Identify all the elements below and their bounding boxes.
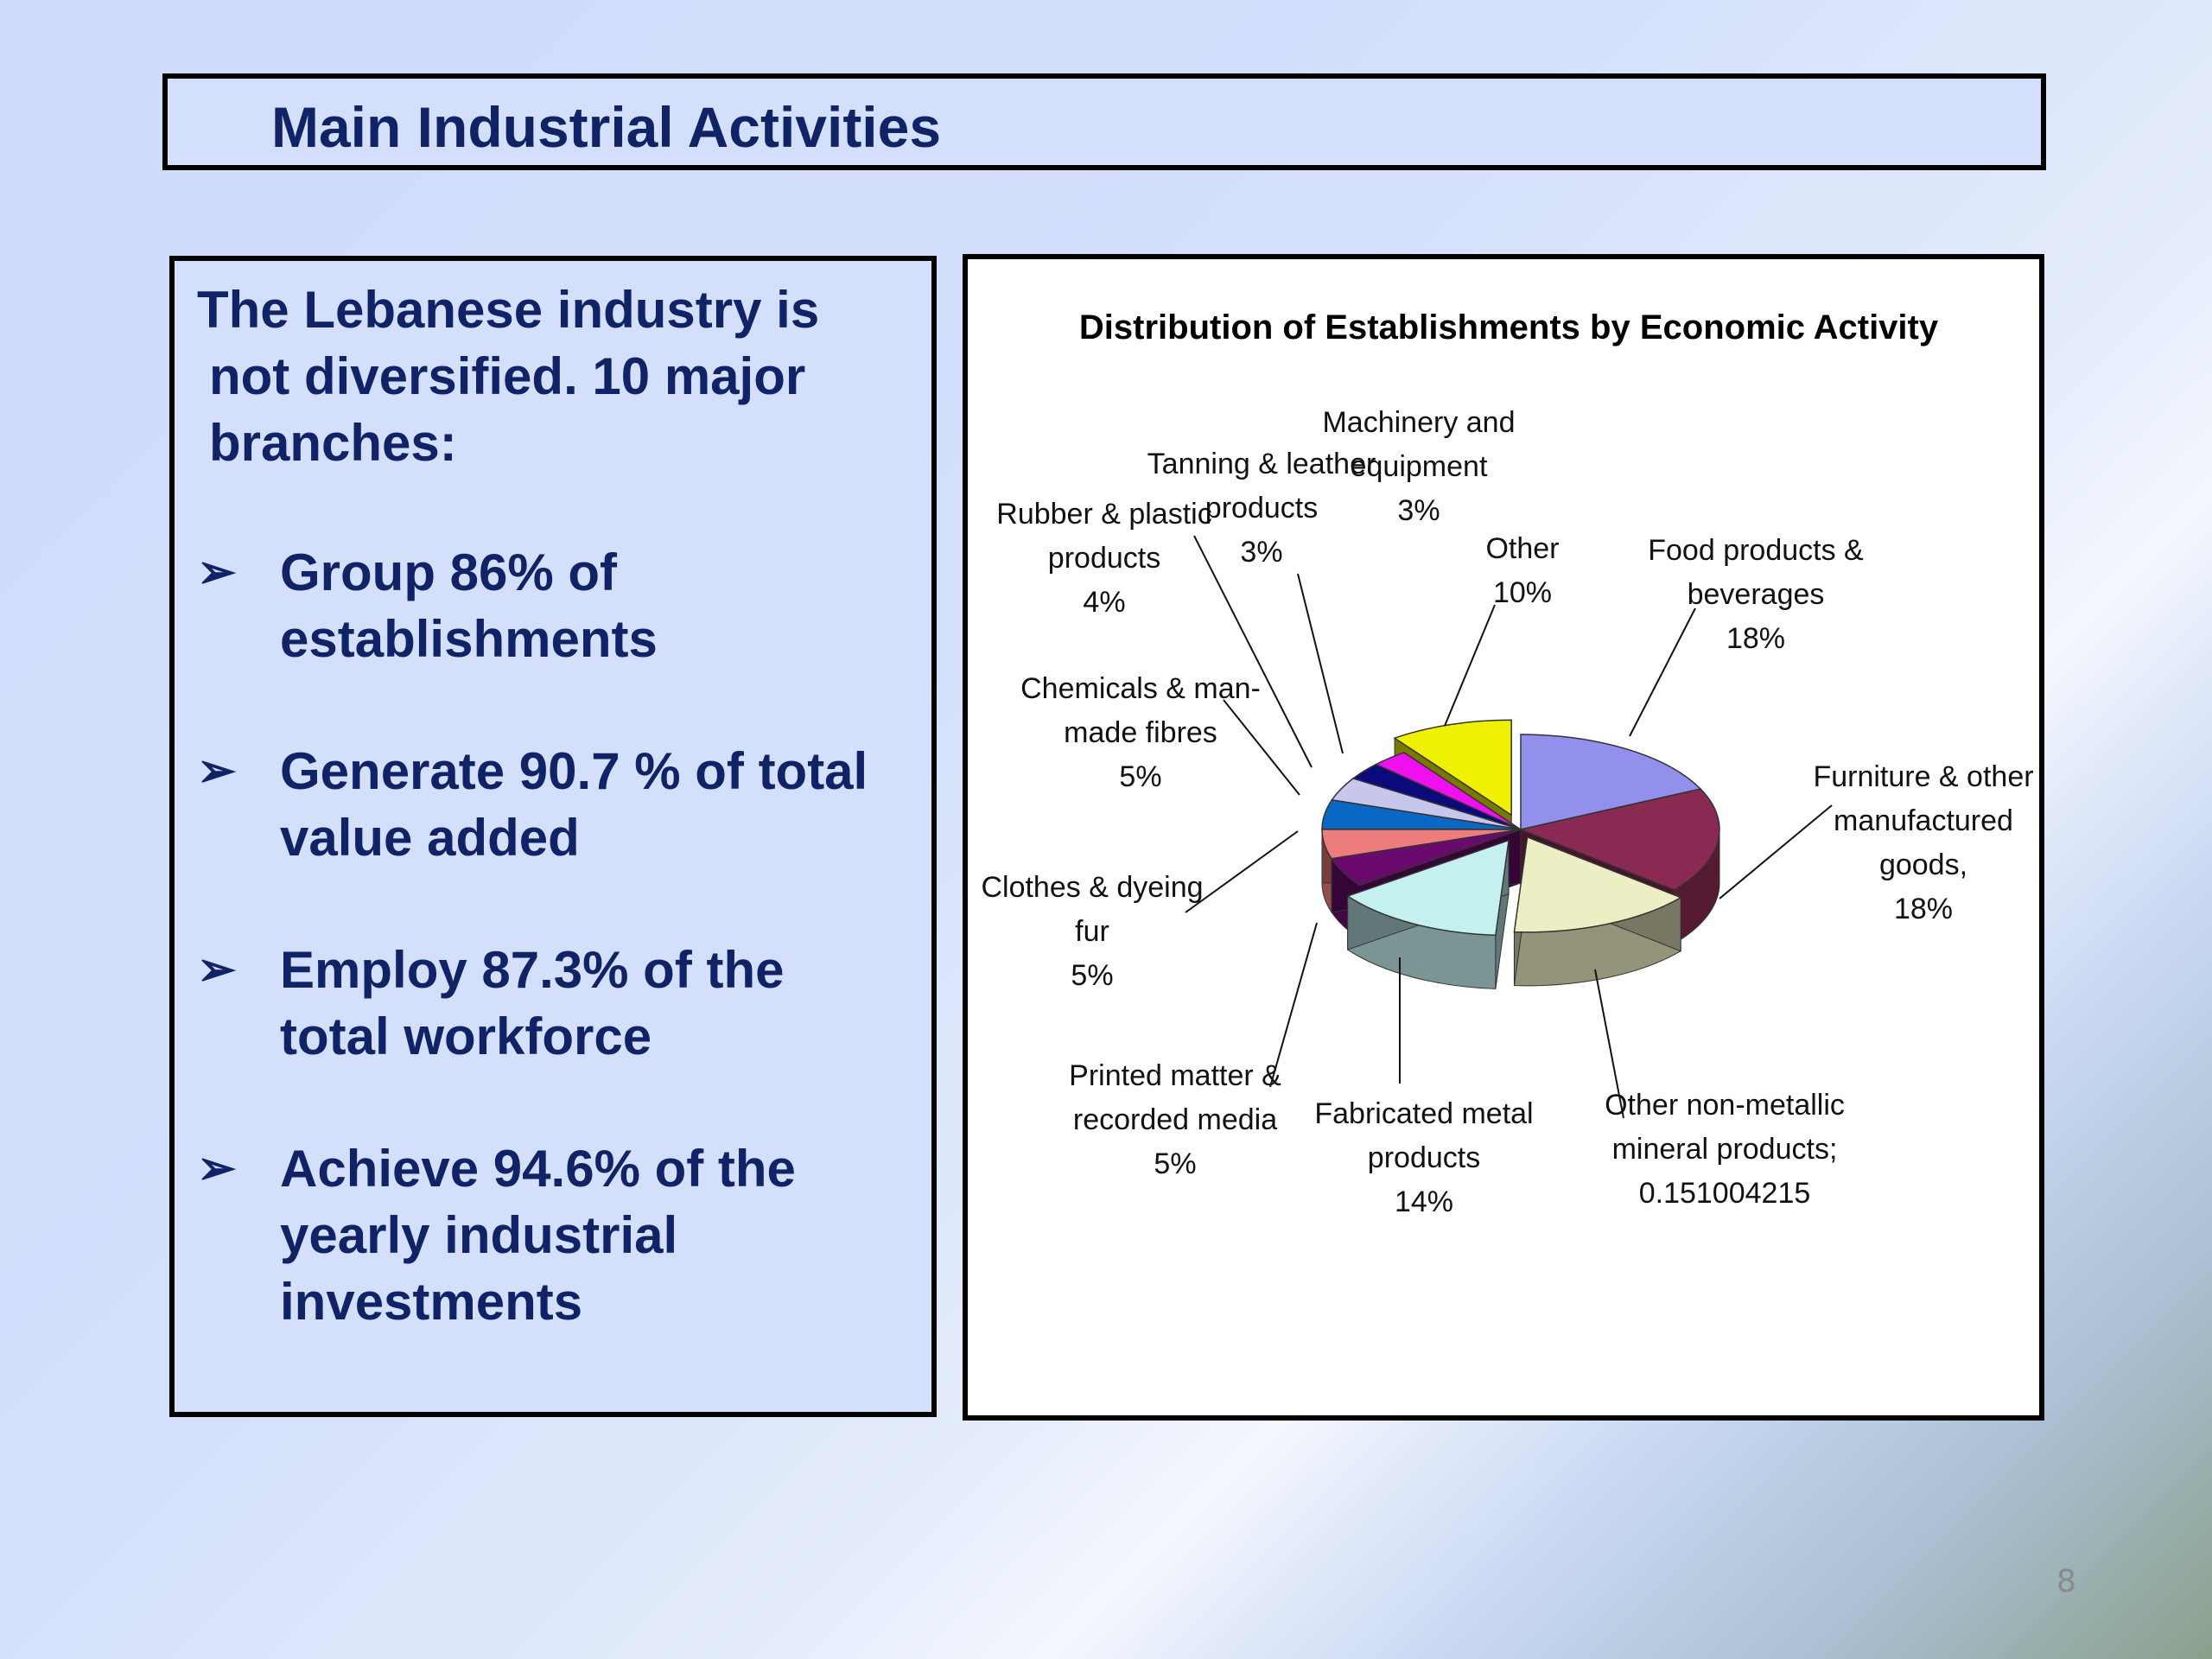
- slice-label: Furniture & other manufactured goods, 18%: [1719, 760, 2034, 925]
- bullet-line: total workforce: [280, 1007, 652, 1065]
- slice-label-text: Other non-metallic mineral products; 0.151…: [1605, 1089, 1845, 1210]
- slice-label: Fabricated metal products 14%: [1314, 957, 1534, 1218]
- pie-chart: Distribution of Establishments by Econom…: [981, 308, 2034, 1218]
- bullet-line: investments: [280, 1273, 583, 1331]
- leader-line: [1185, 830, 1299, 913]
- slice-label-line: Furniture & other: [1813, 760, 2033, 793]
- slice-label: Other 10%: [1444, 532, 1560, 727]
- slice-label-line: 3%: [1397, 494, 1440, 527]
- bullet-line: Generate 90.7 % of total: [280, 742, 868, 800]
- slice-label: Food products & beverages 18%: [1629, 534, 1864, 737]
- arrow-bullet-icon: ➢: [197, 745, 237, 797]
- slice-label-line: Printed matter &: [1069, 1059, 1281, 1092]
- slice-label-line: 5%: [1119, 760, 1161, 793]
- slice-label: Other non-metallic mineral products; 0.151…: [1594, 969, 1845, 1210]
- slide-title-box: Main Industrial Activities: [162, 73, 2046, 170]
- pie-slice: [1513, 836, 1682, 987]
- slice-label-text: Furniture & other manufactured goods, 18%: [1813, 760, 2033, 925]
- page-number: 8: [2056, 1564, 2076, 1599]
- slice-label-text: Other 10%: [1485, 532, 1559, 609]
- leader-line: [1444, 604, 1496, 727]
- leader-line: [1594, 969, 1624, 1119]
- slice-label-line: 3%: [1240, 536, 1282, 569]
- arrow-bullet-icon: ➢: [197, 944, 237, 995]
- slice-label-line: 10%: [1493, 576, 1552, 609]
- slice-label: Machinery and equipment 3%: [1322, 406, 1515, 527]
- slice-label-line: fur: [1075, 915, 1109, 948]
- bullet-line: establishments: [280, 610, 658, 668]
- slice-label-line: manufactured: [1834, 804, 2013, 837]
- arrow-bullet-icon: ➢: [197, 1142, 237, 1194]
- leader-line: [1193, 535, 1313, 768]
- slice-label-line: goods,: [1879, 849, 1967, 881]
- intro-text: The Lebanese industry is not diversified…: [197, 276, 923, 476]
- slice-label-text: Chemicals & man-made fibres 5%: [1020, 672, 1261, 793]
- slide-title: Main Industrial Activities: [271, 95, 942, 159]
- intro-line: not diversified. 10 major: [209, 347, 806, 405]
- leader-line: [1719, 804, 1833, 899]
- pie-slice: [1346, 839, 1510, 989]
- slice-label: Chemicals & man-made fibres 5%: [1020, 672, 1300, 796]
- bullet-line: yearly industrial: [280, 1206, 678, 1264]
- slice-label-line: Food products &: [1648, 534, 1864, 567]
- slice-label-text: Tanning & leather products 3%: [1147, 448, 1376, 569]
- slice-label-line: Fabricated metal: [1314, 1097, 1533, 1130]
- intro-line: branches:: [209, 414, 457, 472]
- slice-label-text: Food products & beverages 18%: [1648, 534, 1864, 655]
- slice-label: Tanning & leather products 3%: [1147, 448, 1376, 754]
- slice-label-line: Tanning & leather: [1147, 448, 1376, 480]
- slice-label-line: equipment: [1351, 450, 1488, 483]
- slice-label: Printed matter & recorded media 5%: [1069, 922, 1318, 1180]
- slice-label-line: products: [1048, 542, 1160, 575]
- slice-label-line: 5%: [1071, 959, 1113, 992]
- slice-label-line: Chemicals & man-: [1020, 672, 1261, 705]
- slice-label: Clothes & dyeing fur 5%: [981, 830, 1299, 992]
- pie-chart-box: Distribution of Establishments by Econom…: [963, 254, 2044, 1421]
- bullet-line: Employ 87.3% of the: [280, 941, 785, 999]
- slice-label-line: Clothes & dyeing: [981, 871, 1203, 904]
- bullet-line: Achieve 94.6% of the: [280, 1140, 796, 1198]
- arrow-bullet-icon: ➢: [197, 546, 237, 598]
- slice-label-text: Fabricated metal products 14%: [1314, 1097, 1533, 1218]
- slice-label-line: 14%: [1395, 1185, 1453, 1218]
- slice-label-text: Clothes & dyeing fur 5%: [981, 871, 1203, 992]
- slice-label-text: Machinery and equipment 3%: [1322, 406, 1515, 527]
- slice-label-line: mineral products;: [1612, 1133, 1838, 1166]
- slice-label-line: made fibres: [1064, 716, 1217, 749]
- slice-label-line: 18%: [1894, 893, 1953, 925]
- slice-label: Rubber & plastic products 4%: [996, 498, 1313, 768]
- slice-label-line: Rubber & plastic: [996, 498, 1211, 531]
- slice-label-line: products: [1368, 1141, 1480, 1174]
- leader-line: [1629, 607, 1696, 737]
- slice-label-line: 4%: [1083, 586, 1125, 619]
- slice-label-text: Printed matter & recorded media 5%: [1069, 1059, 1281, 1180]
- slice-label-line: beverages: [1688, 578, 1825, 611]
- leader-line: [1223, 699, 1300, 796]
- leader-line: [1297, 573, 1344, 754]
- bullet-line: value added: [280, 809, 580, 867]
- summary-text-box: The Lebanese industry is not diversified…: [169, 256, 937, 1417]
- slice-label-line: Machinery and: [1322, 406, 1515, 439]
- slice-label-line: recorded media: [1073, 1103, 1277, 1136]
- slice-label-line: Other: [1485, 532, 1559, 565]
- slice-label-line: Other non-metallic: [1605, 1089, 1845, 1122]
- slice-label-line: 0.151004215: [1639, 1177, 1811, 1210]
- slice-label-line: 18%: [1726, 622, 1785, 655]
- chart-title: Distribution of Establishments by Econom…: [1079, 308, 1939, 346]
- slice-label-line: 5%: [1154, 1147, 1196, 1180]
- leader-line: [1269, 922, 1318, 1088]
- slice-label-line: products: [1205, 492, 1318, 524]
- bullet-line: Group 86% of: [280, 543, 618, 601]
- slice-label-text: Rubber & plastic products 4%: [996, 498, 1211, 619]
- intro-line: The Lebanese industry is: [197, 281, 820, 339]
